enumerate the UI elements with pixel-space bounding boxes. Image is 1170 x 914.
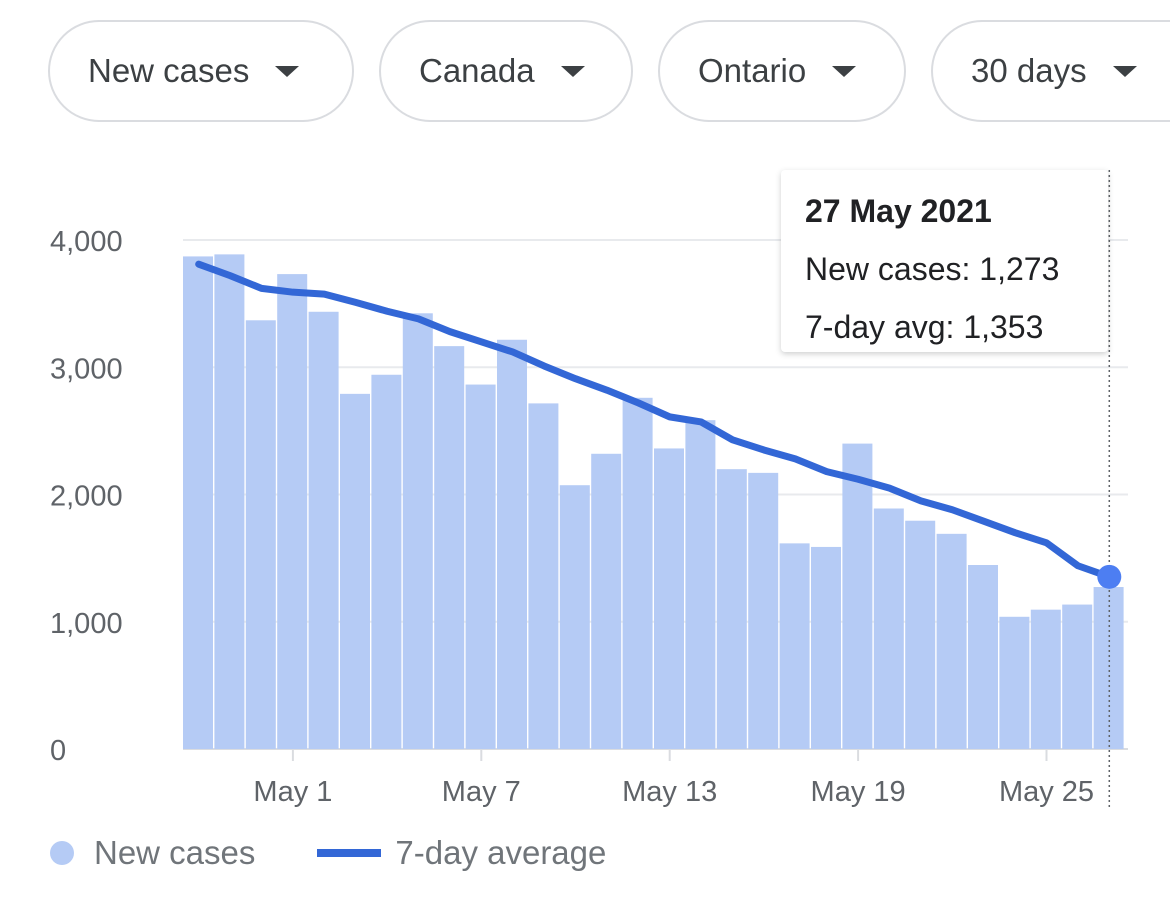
new-cases-bar	[308, 311, 339, 749]
tooltip-avg-label: 7-day avg:	[805, 309, 955, 345]
new-cases-bar	[654, 448, 684, 749]
seven-day-average-legend-swatch	[317, 849, 382, 857]
new-cases-bar	[1030, 609, 1061, 749]
x-tick-label: May 19	[811, 776, 906, 808]
new-cases-bar	[371, 374, 402, 749]
new-cases-bar	[1062, 604, 1093, 749]
seven-day-average-line	[195, 260, 1113, 581]
caret-down-icon	[275, 65, 300, 77]
tooltip-new-cases-label: New cases:	[805, 251, 971, 287]
hover-tooltip: 27 May 2021 New cases: 1,273 7-day avg: …	[781, 170, 1108, 352]
y-tick-label: 3,000	[50, 353, 123, 385]
new-cases-bar	[779, 543, 810, 749]
new-cases-bar	[936, 533, 967, 749]
new-cases-bar	[811, 546, 841, 749]
new-cases-bar	[465, 384, 496, 749]
new-cases-bar	[245, 320, 276, 749]
new-cases-bar	[968, 564, 998, 749]
caret-down-icon	[560, 65, 585, 77]
filter-bar: New cases Canada Ontario 30 days	[0, 0, 1170, 140]
region-dropdown-label: Ontario	[698, 52, 807, 89]
hover-point	[1097, 564, 1122, 589]
new-cases-bar	[559, 485, 590, 749]
seven-day-average-path	[195, 260, 1113, 581]
country-dropdown[interactable]: Canada	[379, 20, 633, 122]
new-cases-bar	[622, 397, 653, 749]
new-cases-bar	[434, 346, 465, 749]
caret-down-icon	[832, 65, 857, 77]
x-tick-label: May 25	[999, 776, 1094, 808]
hover-marker	[1097, 170, 1122, 809]
region-dropdown[interactable]: Ontario	[658, 20, 906, 122]
metric-dropdown[interactable]: New cases	[48, 20, 354, 122]
new-cases-bar	[214, 254, 245, 749]
new-cases-legend-label: New cases	[94, 834, 256, 871]
country-dropdown-label: Canada	[419, 52, 535, 89]
caret-down-icon	[1112, 65, 1137, 77]
new-cases-bar	[497, 339, 527, 749]
x-tick-label: May 1	[253, 776, 332, 808]
metric-dropdown-label: New cases	[88, 52, 250, 89]
new-cases-bar	[591, 453, 622, 749]
new-cases-bar	[748, 472, 779, 749]
range-dropdown[interactable]: 30 days	[931, 20, 1170, 122]
y-axis-labels: 0 1,000 2,000 3,000 4,000	[50, 226, 123, 767]
tooltip-avg-value: 1,353	[963, 309, 1044, 345]
tooltip-new-cases-row: New cases: 1,273	[805, 240, 1084, 298]
new-cases-bar	[873, 508, 904, 749]
new-cases-bar	[402, 313, 433, 749]
new-cases-legend-swatch	[50, 841, 74, 865]
new-cases-bar	[842, 443, 873, 749]
y-tick-label: 2,000	[50, 481, 123, 513]
seven-day-average-legend-label: 7-day average	[395, 834, 607, 871]
x-axis-labels: May 1 May 7 May 13 May 19 May 25	[253, 749, 1094, 808]
tooltip-date: 27 May 2021	[805, 193, 992, 229]
new-cases-bar	[183, 256, 213, 749]
y-tick-label: 1,000	[50, 608, 123, 640]
range-dropdown-label: 30 days	[971, 52, 1087, 89]
new-cases-bars	[183, 254, 1124, 749]
new-cases-bar	[999, 616, 1030, 749]
new-cases-bar	[277, 274, 308, 749]
new-cases-bar	[528, 403, 559, 749]
y-tick-label: 4,000	[50, 226, 123, 258]
tooltip-new-cases-value: 1,273	[979, 251, 1060, 287]
new-cases-bar	[340, 393, 370, 749]
x-tick-label: May 13	[622, 776, 717, 808]
tooltip-avg-row: 7-day avg: 1,353	[805, 298, 1084, 356]
new-cases-bar	[685, 420, 716, 749]
chart-legend: New cases 7-day average	[50, 828, 606, 878]
y-tick-label: 0	[50, 735, 66, 767]
new-cases-bar	[905, 520, 936, 749]
new-cases-bar	[716, 469, 747, 749]
x-tick-label: May 7	[442, 776, 521, 808]
new-cases-bar	[1093, 587, 1124, 749]
